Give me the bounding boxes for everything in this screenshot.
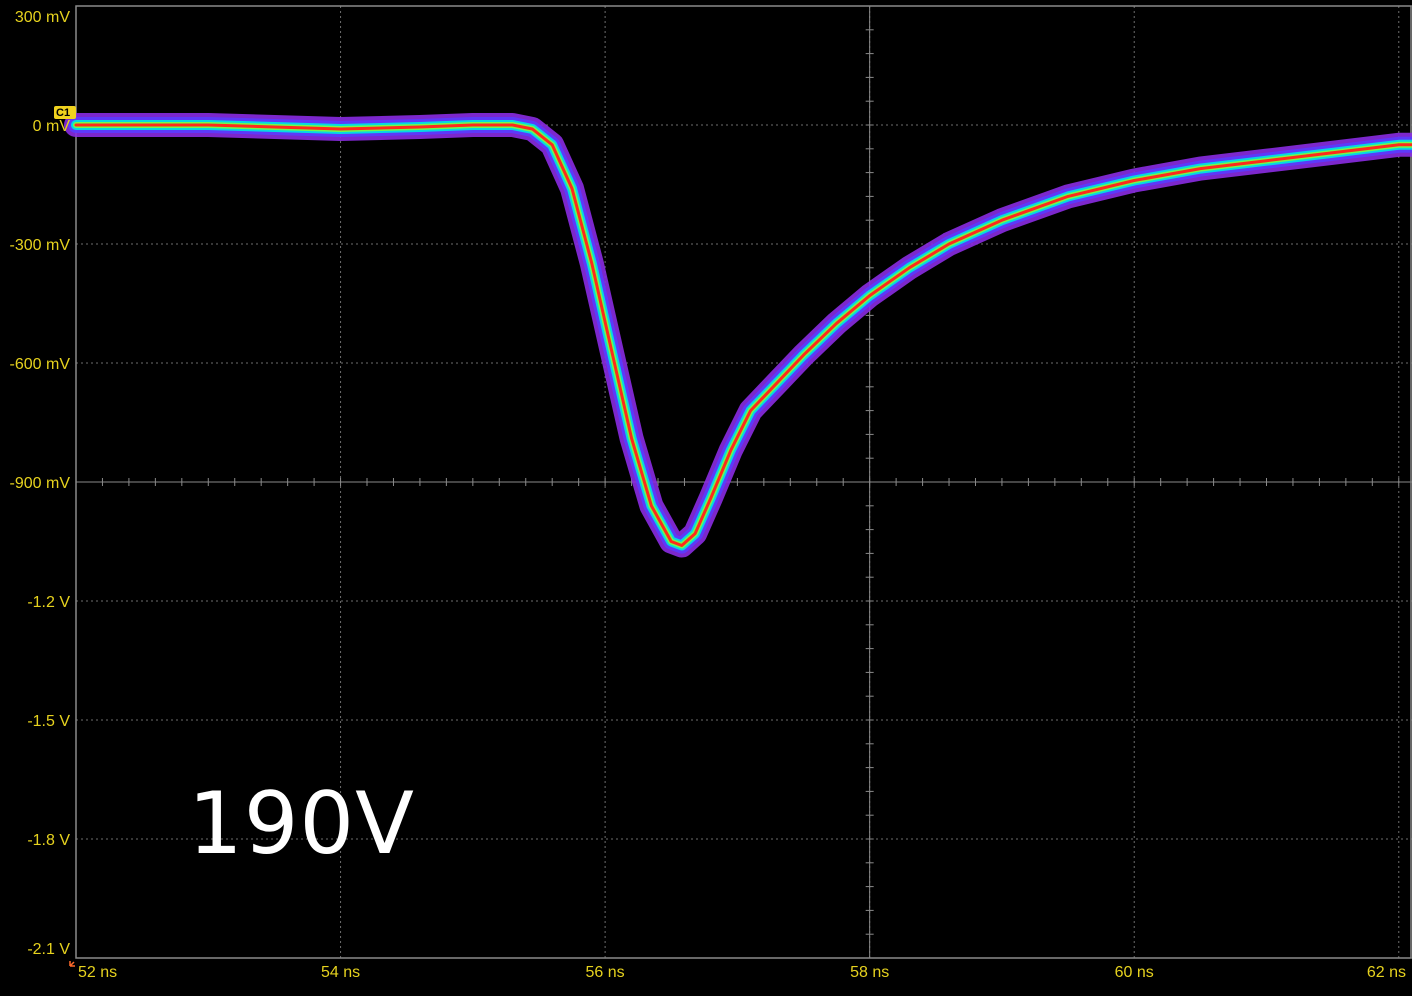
channel-badge-label: C1 xyxy=(56,107,70,119)
x-tick-label: 58 ns xyxy=(850,964,889,981)
x-tick-label: 54 ns xyxy=(321,964,360,981)
y-axis-labels: 300 mV 0 mV -300 mV -600 mV -900 mV -1.2 V -1.… xyxy=(10,9,71,958)
x-tick-label: 62 ns xyxy=(1367,964,1406,981)
minor-ticks xyxy=(75,5,1400,959)
y-tick-label: 300 mV xyxy=(15,9,70,26)
y-tick-label: -2.1 V xyxy=(27,941,70,958)
y-tick-label: -1.5 V xyxy=(27,713,70,730)
trace-core xyxy=(74,123,1412,547)
channel-marker[interactable]: C1 xyxy=(54,106,76,119)
y-tick-label: -1.8 V xyxy=(27,832,70,849)
x-tick-label: 56 ns xyxy=(586,964,625,981)
y-tick-label: 0 mV xyxy=(33,118,71,135)
arrow-down-left-icon xyxy=(69,961,75,967)
y-tick-label: -600 mV xyxy=(10,356,71,373)
y-tick-label: -900 mV xyxy=(10,475,71,492)
waveform-trace xyxy=(64,113,1412,558)
y-tick-label: -1.2 V xyxy=(27,594,70,611)
channel-badge[interactable] xyxy=(54,106,76,119)
x-tick-label: 60 ns xyxy=(1115,964,1154,981)
x-axis-labels: 52 ns 54 ns 56 ns 58 ns 60 ns 62 ns xyxy=(78,964,1406,981)
x-tick-label: 52 ns xyxy=(78,964,117,981)
voltage-annotation: 190V xyxy=(188,774,415,874)
y-tick-label: -300 mV xyxy=(10,237,71,254)
